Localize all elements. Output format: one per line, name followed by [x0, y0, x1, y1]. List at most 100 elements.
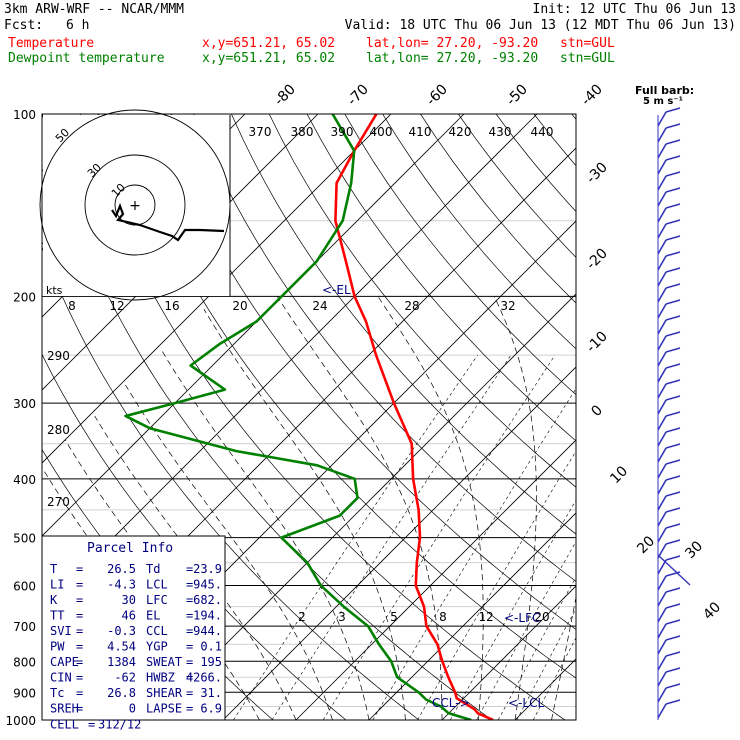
wind-barb-flag	[665, 667, 681, 673]
legend-temperature-latlon: lat,lon= 27.20, -93.20	[366, 36, 539, 51]
pressure-tick-label: 400	[13, 473, 36, 487]
theta-label: 430	[489, 125, 512, 139]
wind-barb	[657, 463, 667, 479]
wind-barb	[657, 143, 667, 159]
wind-barb-flag	[665, 411, 681, 417]
mixing-ratio-line	[233, 355, 478, 720]
theta-label: 290	[47, 349, 70, 363]
mixing-ratio-line	[417, 450, 576, 720]
dry-adiabat	[420, 114, 576, 304]
wind-barb-flag	[665, 363, 681, 369]
wind-barb-flag	[665, 347, 681, 353]
parcel-value: 4.54	[107, 640, 136, 654]
wind-barb-flag	[665, 315, 681, 321]
theta-label: 380	[291, 125, 314, 139]
wind-barb-flag	[665, 235, 681, 241]
forecast-hour: 6 h	[66, 18, 90, 33]
el-marker: <-EL	[322, 283, 351, 297]
hodograph-ring	[114, 184, 156, 226]
wind-barb	[657, 207, 667, 223]
parcel-value: 945.	[193, 578, 222, 592]
mixing-ratio-label: 16	[164, 299, 179, 313]
isotherm-label: 10	[607, 463, 631, 487]
wind-barb	[657, 239, 667, 255]
lfc-marker: <-LFC	[504, 611, 540, 625]
isotherm-line	[149, 293, 576, 720]
mixing-ratio-label: 12	[478, 610, 493, 624]
parcel-key: CIN	[50, 671, 72, 685]
isotherm-line	[295, 439, 576, 720]
wind-barb-flag	[665, 171, 681, 177]
isotherm-label: 0	[588, 402, 606, 420]
theta-label: 270	[47, 495, 70, 509]
forecast-label: Fcst:	[4, 18, 44, 33]
isotherm-line	[222, 366, 576, 720]
wind-barb-flag	[665, 635, 681, 641]
ccl-marker: CCL->	[432, 696, 470, 710]
temperature-profile	[334, 114, 494, 720]
isotherm-line	[42, 114, 392, 464]
parcel-value: 312/12	[98, 718, 141, 732]
wind-barb-flag	[665, 683, 681, 689]
wind-barb	[657, 559, 667, 575]
parcel-key: LAPSE	[146, 702, 182, 716]
hodograph-trace	[111, 202, 225, 242]
parcel-key: T	[50, 562, 57, 576]
isotherm-label: 40	[700, 599, 724, 623]
wind-barb-flag	[665, 539, 681, 545]
parcel-eq: =	[186, 624, 193, 638]
theta-label: 440	[531, 125, 554, 139]
hodograph-ring	[39, 109, 231, 301]
moist-adiabat	[94, 415, 297, 720]
wind-barb-flag	[665, 299, 681, 305]
legend-dewpoint-latlon: lat,lon= 27.20, -93.20	[366, 51, 539, 66]
mixing-ratio-line	[271, 355, 512, 720]
wind-barb-flag	[665, 107, 681, 113]
wind-barb-flag	[665, 283, 681, 289]
parcel-key: YGP	[146, 640, 168, 654]
wind-barb	[657, 111, 667, 127]
parcel-key: SHEAR	[146, 686, 183, 700]
parcel-eq: =	[76, 702, 83, 716]
wind-barb	[657, 479, 667, 495]
parcel-value: 23.9	[193, 562, 222, 576]
parcel-eq: =	[76, 593, 83, 607]
legend-dewpoint-xy: x,y=651.21, 65.02	[202, 51, 336, 66]
wind-barb-flag	[665, 459, 681, 465]
parcel-key: LFC	[146, 593, 168, 607]
wind-barb	[657, 671, 667, 687]
wind-barb-flag	[665, 699, 681, 705]
wind-barb-flag	[665, 427, 681, 433]
parcel-value: 194.	[193, 609, 222, 623]
isotherm-line	[661, 114, 740, 720]
wind-barb-flag	[665, 123, 681, 129]
parcel-value: 682.	[193, 593, 222, 607]
moist-adiabat	[588, 296, 688, 720]
wind-barb	[657, 175, 667, 191]
dry-adiabat	[117, 114, 576, 679]
parcel-key: CCL	[146, 624, 168, 638]
mixing-ratio-label: 8	[68, 299, 76, 313]
isotherm-label: -10	[583, 328, 610, 355]
wind-barb-flag	[665, 491, 681, 497]
parcel-eq: =	[76, 609, 83, 623]
parcel-value: 0	[129, 702, 136, 716]
wind-barb	[657, 191, 667, 207]
wind-barb-flag	[665, 155, 681, 161]
wind-barb	[657, 607, 667, 623]
valid-time: Valid: 18 UTC Thu 06 Jun 13 (12 MDT Thu …	[344, 18, 736, 33]
moist-adiabat	[161, 349, 370, 720]
mixing-ratio-label: 8	[439, 610, 447, 624]
mixing-ratio-label: 28	[404, 299, 419, 313]
parcel-value: 944.	[193, 624, 222, 638]
parcel-eq: =	[76, 578, 83, 592]
theta-label: 370	[249, 125, 272, 139]
mixing-ratio-line	[450, 499, 576, 720]
parcel-key: SWEAT	[146, 655, 182, 669]
isotherm-label: -30	[583, 159, 610, 186]
wind-barb-flag	[665, 555, 681, 561]
plot-frame	[41, 113, 577, 721]
parcel-value: -62	[114, 671, 136, 685]
legend-dewpoint-stn: stn=GUL	[560, 51, 615, 66]
theta-label: 280	[47, 423, 70, 437]
